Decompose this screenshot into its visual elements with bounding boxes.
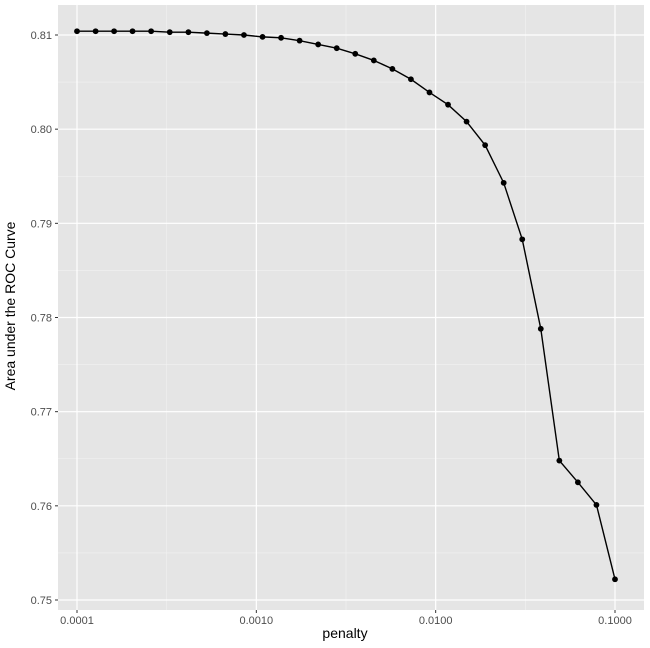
data-point: [241, 32, 247, 38]
x-tick-label: 0.0010: [240, 615, 274, 627]
x-tick-label: 0.0001: [60, 615, 94, 627]
y-axis-ticks: 0.75 0.76 0.77 0.78 0.79 0.80 0.81: [31, 30, 58, 607]
y-tick-label: 0.78: [31, 313, 52, 325]
data-point: [92, 28, 99, 35]
data-point: [556, 457, 563, 464]
x-axis-ticks: 0.0001 0.0010 0.0100 0.1000: [60, 610, 632, 627]
y-tick-label: 0.77: [31, 407, 52, 419]
x-tick-label: 0.0100: [419, 615, 453, 627]
data-point: [574, 479, 581, 486]
data-point: [500, 179, 507, 186]
data-point: [222, 31, 229, 37]
y-axis-title: Area under the ROC Curve: [2, 221, 18, 390]
data-point: [463, 118, 470, 125]
data-point: [519, 236, 526, 243]
x-tick-label: 0.1000: [598, 615, 632, 627]
y-tick-label: 0.81: [31, 30, 52, 42]
data-point: [203, 30, 210, 37]
data-point: [185, 29, 192, 36]
y-tick-label: 0.75: [31, 595, 52, 607]
series-layer: [74, 28, 618, 583]
data-point: [278, 34, 284, 41]
data-point: [296, 37, 303, 44]
plot-panel: [58, 5, 644, 610]
data-point: [315, 41, 322, 48]
x-axis-title: penalty: [322, 625, 367, 641]
data-point: [612, 576, 618, 583]
data-point: [148, 28, 155, 35]
y-tick-label: 0.80: [31, 124, 52, 136]
data-point: [129, 28, 136, 35]
data-point: [537, 325, 544, 332]
data-point: [426, 89, 433, 96]
data-point: [111, 28, 117, 35]
data-point: [333, 45, 340, 52]
data-point: [166, 29, 173, 36]
data-point: [352, 50, 359, 57]
y-tick-label: 0.76: [31, 501, 52, 513]
data-point: [259, 33, 266, 40]
data-point: [445, 101, 451, 108]
data-point: [593, 501, 600, 508]
data-point: [408, 76, 414, 83]
grid-major: [58, 5, 644, 610]
grid-minor: [58, 5, 644, 610]
data-point: [370, 57, 377, 64]
data-point: [74, 28, 80, 35]
series-line: [77, 30, 616, 580]
data-point: [482, 142, 489, 149]
data-point: [389, 66, 396, 72]
y-tick-label: 0.79: [31, 218, 52, 230]
